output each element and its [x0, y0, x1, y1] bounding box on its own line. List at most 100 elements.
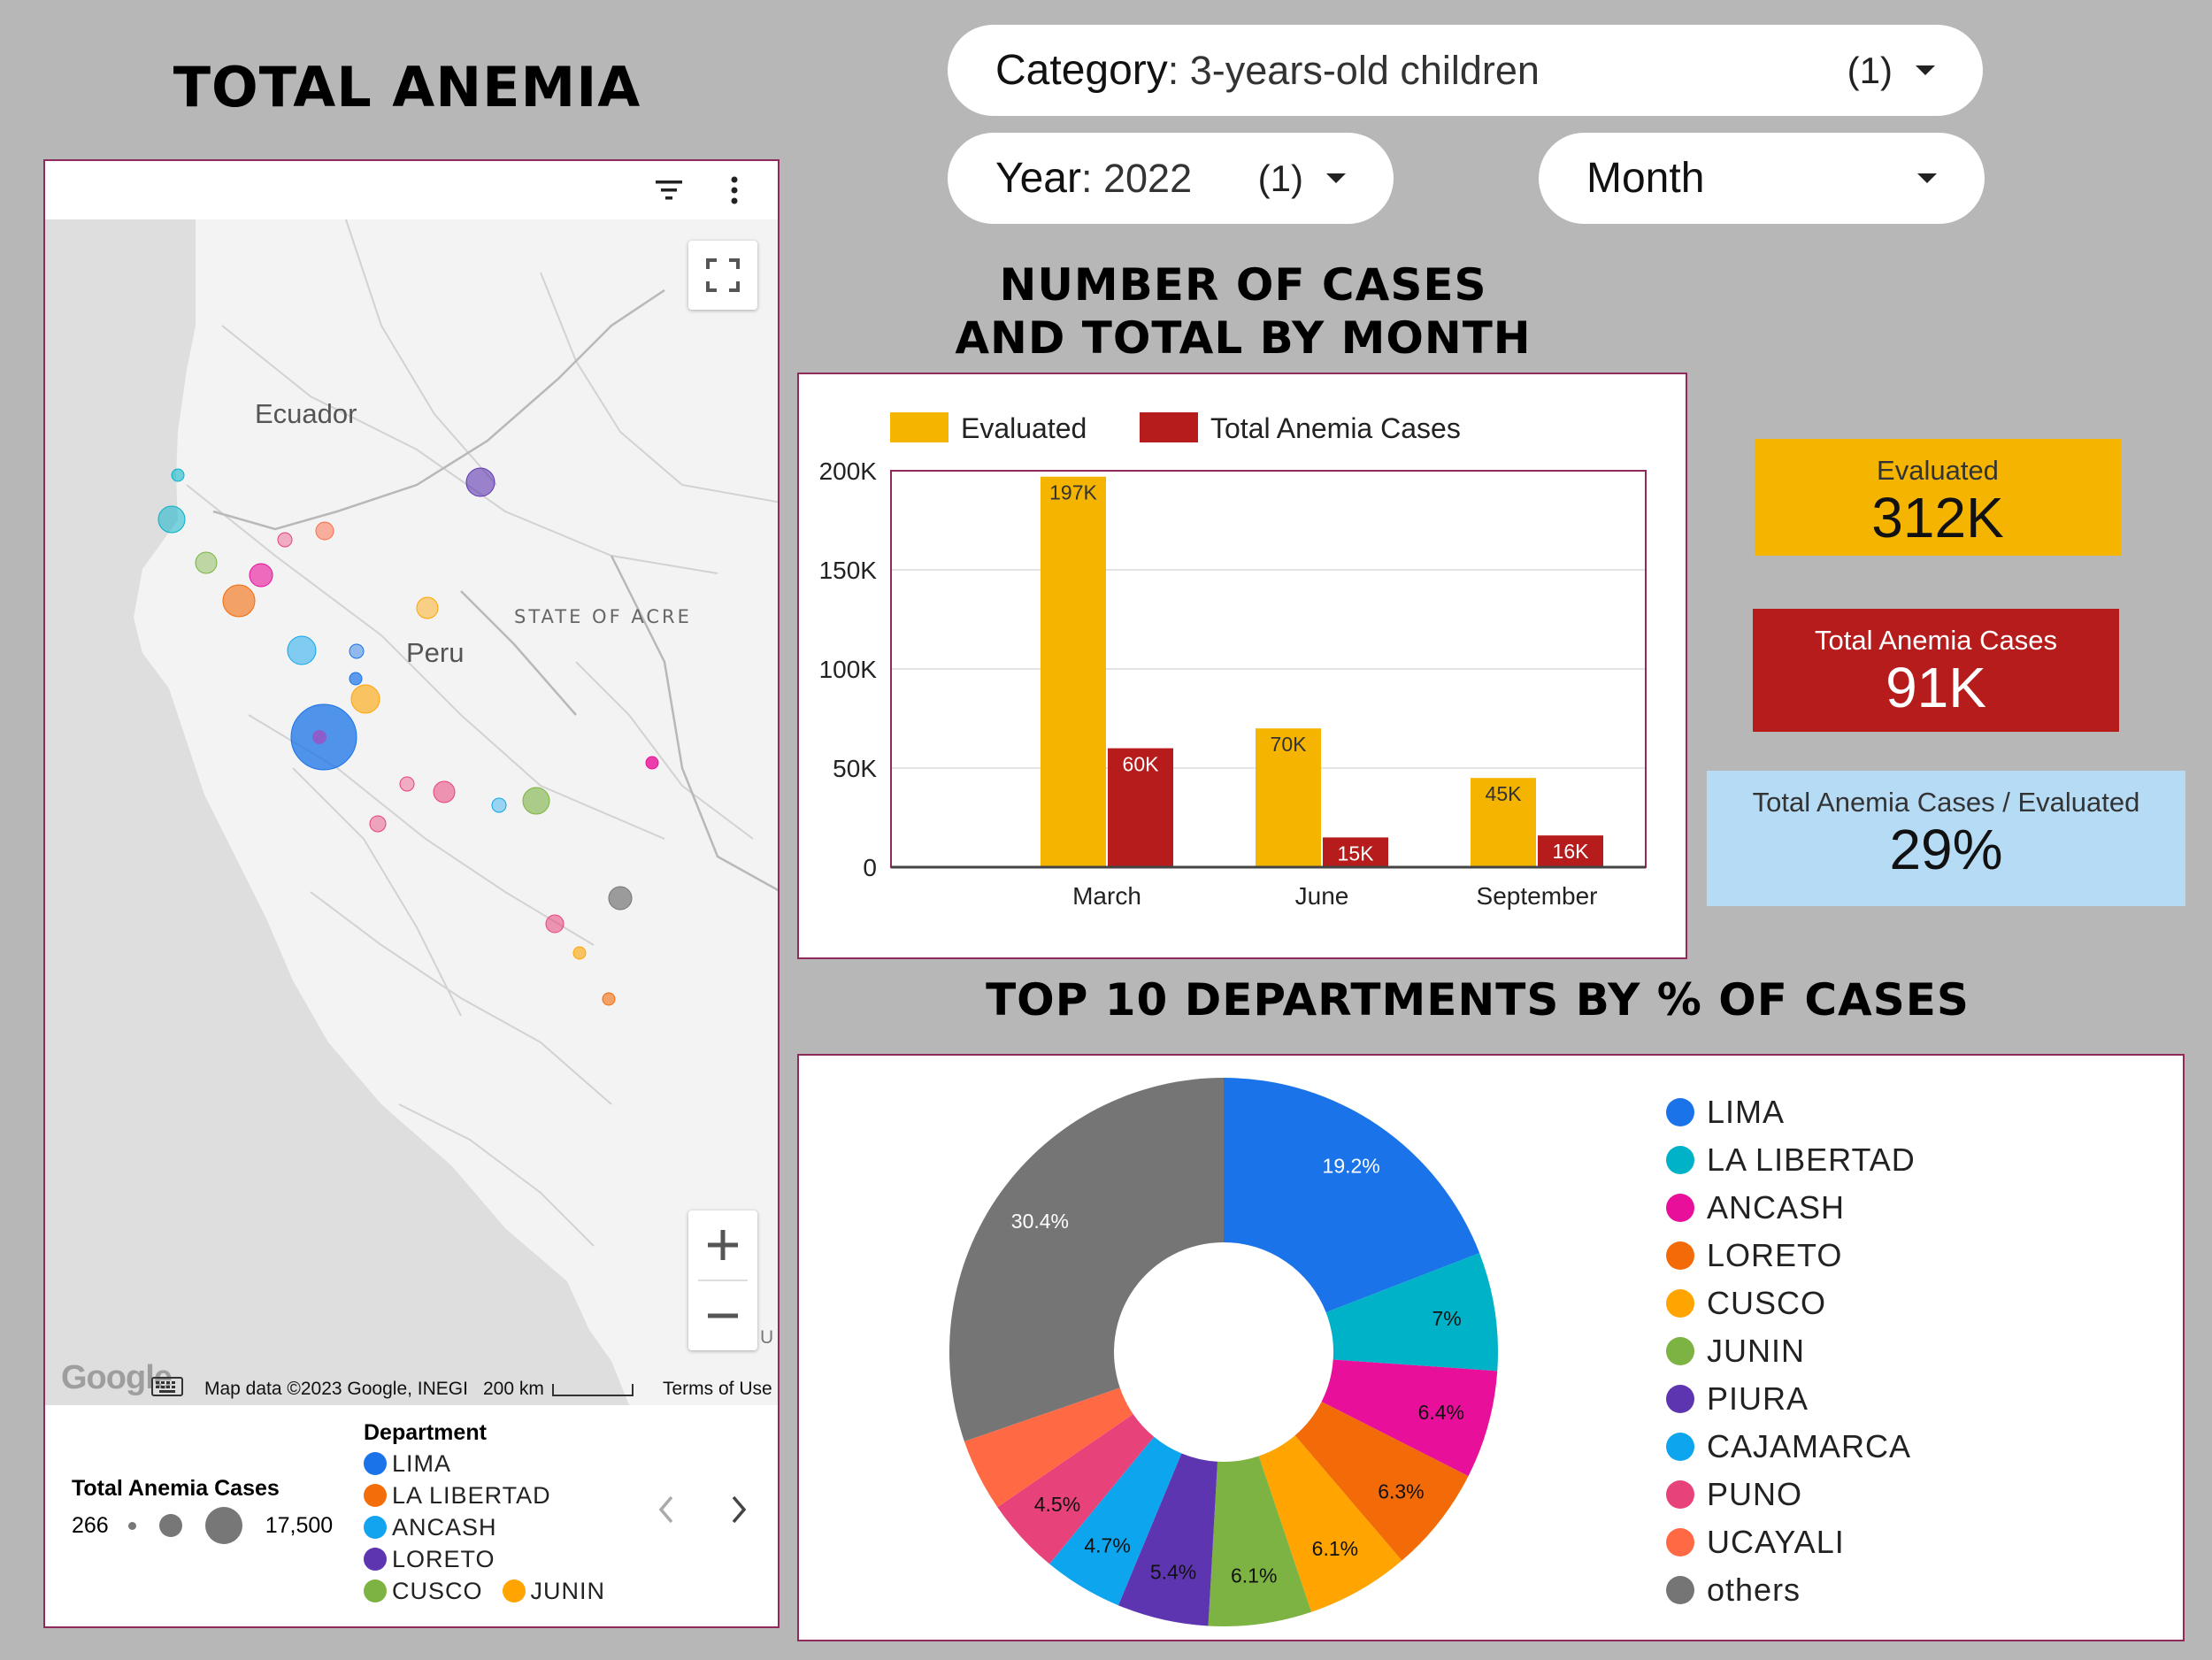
donut-slice-label: 19.2%: [1323, 1155, 1380, 1178]
donut-slice-label: 6.1%: [1231, 1564, 1277, 1587]
pie-legend-item[interactable]: JUNIN: [1666, 1327, 1916, 1375]
legend-item-ancash[interactable]: ANCASH: [364, 1511, 605, 1543]
month-filter[interactable]: Month: [1539, 133, 1985, 224]
donut-slice[interactable]: [1224, 1078, 1480, 1313]
donut-slice[interactable]: [1325, 1253, 1498, 1372]
map-label-acre: STATE OF ACRE: [514, 606, 692, 627]
category-filter[interactable]: Category: 3-years-old children (1): [948, 25, 1983, 116]
pie-legend-label: others: [1707, 1572, 1801, 1608]
kpi-cases-label: Total Anemia Cases: [1815, 625, 2057, 656]
map-panel: Ecuador STATE OF ACRE Peru U: [43, 159, 780, 1628]
map-legend: Total Anemia Cases 266 17,500 Department…: [45, 1405, 778, 1626]
pie-legend-item[interactable]: CUSCO: [1666, 1280, 1916, 1327]
legend-item-junin[interactable]: JUNIN: [502, 1575, 606, 1607]
kpi-ratio: Total Anemia Cases / Evaluated 29%: [1707, 771, 2185, 906]
filter-icon[interactable]: [654, 178, 684, 203]
donut-slice[interactable]: [1049, 1436, 1182, 1606]
size-legend-large: [204, 1507, 242, 1544]
pie-legend-item[interactable]: PUNO: [1666, 1471, 1916, 1518]
pie-legend-item[interactable]: ANCASH: [1666, 1184, 1916, 1232]
terms-of-use-link[interactable]: Terms of Use: [663, 1379, 772, 1399]
donut-slice[interactable]: [1321, 1359, 1498, 1477]
x-tick-label: June: [1295, 882, 1349, 910]
donut-slice[interactable]: [1294, 1402, 1469, 1561]
pie-legend-item[interactable]: LORETO: [1666, 1232, 1916, 1280]
y-tick-label: 200K: [819, 457, 878, 485]
donut-slice-label: 5.4%: [1150, 1561, 1196, 1584]
map-bubble: [465, 467, 495, 497]
map-bubble: [171, 468, 185, 482]
pie-legend-item[interactable]: CAJAMARCA: [1666, 1423, 1916, 1471]
bar-anemia-cases[interactable]: [1538, 835, 1603, 867]
category-filter-count: (1): [1847, 49, 1893, 91]
bar-anemia-cases[interactable]: [1323, 837, 1388, 867]
map-label-ecuador: Ecuador: [255, 398, 357, 429]
bar-evaluated[interactable]: [1471, 778, 1536, 867]
more-vert-icon[interactable]: [728, 175, 741, 205]
month-filter-label: Month: [1586, 155, 1705, 202]
map-scale-label: 200 km: [483, 1379, 544, 1399]
bar-chart-panel: 0 50K 100K 150K 200K 197K 60K March 70K 15K June 45…: [797, 373, 1687, 959]
map-label-peru: Peru: [406, 637, 464, 668]
legend-item-cusco[interactable]: CUSCO: [364, 1575, 483, 1607]
year-filter-label: Year: [995, 155, 1081, 202]
keyboard-icon[interactable]: [151, 1377, 183, 1396]
year-filter[interactable]: Year: 2022 (1): [948, 133, 1394, 224]
bar-legend-label: Total Anemia Cases: [1210, 412, 1461, 444]
pie-legend-item[interactable]: LIMA: [1666, 1088, 1916, 1136]
legend-item-loreto[interactable]: LORETO: [364, 1543, 605, 1575]
zoom-out-button[interactable]: [688, 1281, 757, 1350]
y-tick-label: 150K: [819, 557, 878, 584]
bar-evaluated[interactable]: [1041, 476, 1106, 867]
pie-legend-item[interactable]: LA LIBERTAD: [1666, 1136, 1916, 1184]
map-bubble: [222, 584, 256, 618]
map-bubble: [315, 521, 334, 541]
donut-slice[interactable]: [1208, 1456, 1312, 1626]
fullscreen-icon: [706, 258, 740, 292]
map-bubble: [249, 563, 273, 588]
chevron-right-icon[interactable]: [728, 1494, 749, 1526]
x-tick-label: March: [1072, 882, 1141, 910]
bar-data-label: 15K: [1338, 842, 1375, 865]
legend-item-label: JUNIN: [530, 1577, 606, 1604]
legend-dot: [364, 1516, 387, 1539]
bar-legend-label: Evaluated: [961, 412, 1087, 444]
pie-legend-item[interactable]: UCAYALI: [1666, 1518, 1916, 1566]
legend-dot: [502, 1579, 526, 1602]
bar-anemia-cases[interactable]: [1108, 748, 1173, 867]
donut-slice[interactable]: [964, 1387, 1133, 1508]
map-bubble: [277, 532, 293, 548]
map-label-edge: U: [760, 1327, 773, 1348]
donut-slice[interactable]: [1118, 1453, 1218, 1626]
map-bubble: [287, 635, 317, 665]
bar-evaluated[interactable]: [1256, 728, 1321, 867]
category-filter-value: : 3-years-old children: [1167, 47, 1540, 93]
legend-item-la-libertad[interactable]: LA LIBERTAD: [364, 1479, 605, 1511]
donut-slice[interactable]: [949, 1078, 1224, 1441]
legend-dot: [1666, 1098, 1694, 1126]
map-bubbles[interactable]: [157, 467, 659, 1006]
fullscreen-button[interactable]: [688, 241, 757, 310]
donut-slice-label: 6.4%: [1418, 1401, 1464, 1424]
pie-legend-item[interactable]: others: [1666, 1566, 1916, 1614]
chevron-down-icon: [1917, 173, 1937, 183]
legend-item-lima[interactable]: LIMA: [364, 1448, 605, 1479]
zoom-in-button[interactable]: [688, 1210, 757, 1280]
y-tick-label: 50K: [833, 755, 877, 782]
chevron-down-icon: [1916, 65, 1935, 75]
kpi-ratio-label: Total Anemia Cases / Evaluated: [1752, 787, 2140, 818]
donut-slice[interactable]: [997, 1414, 1155, 1564]
legend-item-label: LORETO: [392, 1545, 495, 1572]
bar-data-label: 45K: [1486, 782, 1523, 805]
donut-slice[interactable]: [1258, 1435, 1402, 1612]
pie-legend-item[interactable]: PIURA: [1666, 1375, 1916, 1423]
chevron-left-icon[interactable]: [656, 1494, 677, 1526]
map-bubble: [290, 703, 357, 771]
map-bubble: [416, 596, 439, 619]
legend-item-label: ANCASH: [392, 1513, 497, 1541]
map-canvas[interactable]: Ecuador STATE OF ACRE Peru U: [45, 219, 778, 1405]
legend-dot: [1666, 1194, 1694, 1222]
pie-legend-label: ANCASH: [1707, 1189, 1846, 1226]
year-filter-value: : 2022: [1080, 155, 1193, 201]
map-bubble: [545, 914, 565, 934]
